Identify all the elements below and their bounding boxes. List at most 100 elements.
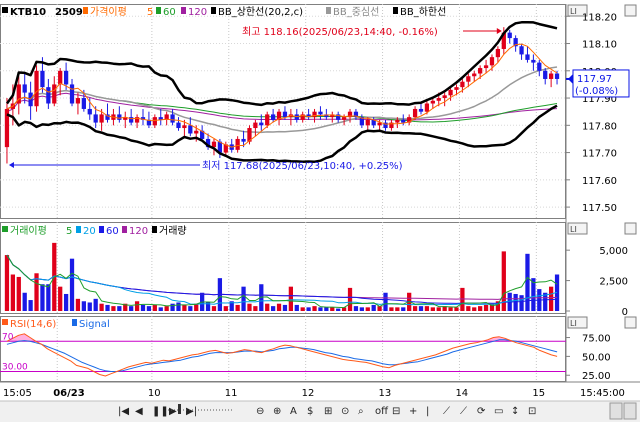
toolbar-settings-icon[interactable] [609, 402, 623, 420]
current-price-change: (-0.08%) [575, 86, 618, 97]
toolbar-button[interactable]: ⟋ [460, 406, 467, 417]
volume-ma60-swatch [99, 226, 104, 233]
volume-swatch [152, 226, 157, 233]
candle [253, 119, 258, 137]
rsi-tick-label: 50.00 [582, 352, 611, 363]
volume-ma-swatch [2, 226, 8, 232]
toolbar-menu-icon[interactable] [623, 402, 637, 420]
candle [448, 87, 453, 101]
candle-body [401, 119, 406, 123]
rsi-panel-close-icon[interactable] [624, 316, 637, 329]
candle-body [4, 108, 10, 148]
volume-bar [235, 304, 240, 311]
volume-bar [501, 251, 506, 311]
toolbar-button-icon: ↕ [511, 406, 519, 417]
volume-bar [341, 307, 347, 311]
volume-bar [330, 307, 335, 311]
candle [383, 119, 388, 131]
toolbar-background [0, 401, 640, 422]
price-panel-box-icon[interactable] [567, 4, 588, 17]
x-axis-label: 06/23 [53, 388, 85, 399]
volume-panel-box-button[interactable]: LI [567, 222, 637, 235]
candle-body [87, 108, 92, 115]
toolbar-button[interactable]: ◀ [135, 406, 143, 417]
zoom-slider-handle[interactable] [178, 404, 181, 414]
candle-body [164, 114, 169, 120]
candle-body [554, 73, 560, 79]
candle [170, 108, 175, 126]
toolbar-button[interactable]: ⊟ [392, 406, 400, 417]
toolbar-button[interactable]: ⟳ [477, 406, 486, 417]
candle [129, 108, 134, 126]
candle [507, 29, 512, 44]
price-panel-box-button[interactable]: LI [567, 4, 637, 17]
candle-body [365, 119, 370, 126]
candle-body [146, 119, 152, 126]
toolbar-button[interactable]: ↕ [511, 406, 519, 417]
volume-bar [347, 287, 353, 311]
rsi-panel-box-button[interactable]: LI [567, 316, 637, 329]
candle-body [93, 114, 98, 123]
candle-body [40, 70, 45, 88]
candle [330, 111, 335, 123]
toolbar-button[interactable]: ⊡ [528, 406, 536, 417]
toolbar-button-icon: ⊖ [256, 406, 264, 417]
candle [188, 117, 193, 137]
candle [223, 141, 228, 156]
candle-body [194, 130, 199, 134]
toolbar-button[interactable]: ⊙ [341, 406, 349, 417]
volume-bar [513, 293, 518, 311]
toolbar-button[interactable]: ❚❚ [152, 406, 169, 417]
candle-body [412, 108, 418, 118]
candle-body [448, 89, 453, 96]
candle-body [306, 114, 311, 118]
volume-bar [40, 284, 45, 311]
candle-body [377, 122, 382, 126]
toolbar-button[interactable]: ▶ [169, 406, 177, 417]
candle-body [525, 54, 530, 60]
volume-ma60-label: 60 [106, 226, 119, 237]
candle-body [359, 117, 364, 126]
volume-bar [424, 306, 430, 311]
candle-body [507, 32, 512, 39]
candle [34, 65, 39, 112]
toolbar-button[interactable]: off [375, 406, 389, 417]
volume-bar [28, 300, 33, 311]
price-tick-label: 117.70 [582, 149, 617, 160]
toolbar-button[interactable]: |◀ [118, 406, 129, 417]
toolbar-button[interactable]: ⊖ [256, 406, 264, 417]
candle-body [478, 68, 483, 74]
toolbar-button[interactable]: A [290, 406, 297, 417]
candle-body [16, 84, 21, 104]
toolbar-button[interactable]: ▭ [494, 406, 503, 417]
volume-bar [164, 306, 169, 311]
toolbar-button[interactable]: $ [307, 406, 313, 417]
toolbar-button[interactable]: + [409, 406, 417, 417]
candle-body [318, 111, 323, 115]
toolbar-button[interactable]: ⊞ [324, 406, 332, 417]
candle-body [282, 111, 288, 118]
candle-body [371, 119, 376, 126]
toolbar-button[interactable]: ⊕ [273, 406, 281, 417]
toolbar-button[interactable]: ▶| [186, 406, 197, 417]
toolbar-button[interactable]: ⌕ [358, 406, 364, 417]
candle-body [176, 122, 181, 129]
candle [105, 103, 110, 123]
candle-body [537, 62, 542, 71]
rsi-70-label: 70 [2, 332, 14, 342]
candle-body [223, 144, 228, 153]
volume-panel-close-icon[interactable] [624, 222, 637, 235]
volume-bar [247, 303, 252, 311]
price-panel-box-label: LI [570, 7, 577, 16]
volume-bar [371, 304, 376, 311]
volume-panel-box-icon[interactable] [567, 222, 588, 235]
toolbar-button[interactable]: | [426, 406, 429, 417]
bb-lower-line [6, 104, 558, 163]
rsi-panel-box-icon[interactable] [567, 316, 588, 329]
price-panel-close-icon[interactable] [624, 4, 637, 17]
volume-bar [16, 276, 21, 311]
toolbar-button[interactable]: ⟋ [443, 406, 450, 417]
candle [554, 70, 560, 85]
volume-bar [111, 306, 116, 311]
